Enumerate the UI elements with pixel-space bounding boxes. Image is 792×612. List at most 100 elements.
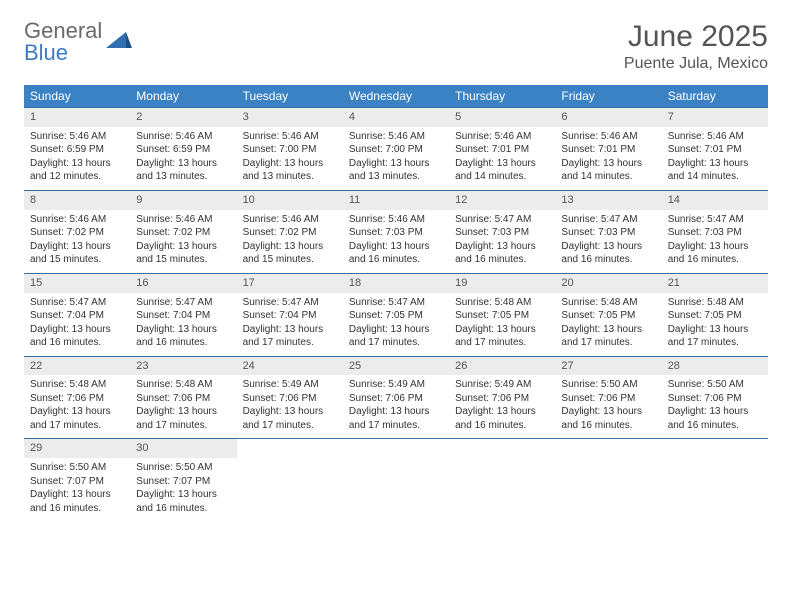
sunrise-line: Sunrise: 5:47 AM (561, 213, 655, 227)
weeks-container: 1Sunrise: 5:46 AMSunset: 6:59 PMDaylight… (24, 107, 768, 521)
day-number: 9 (130, 191, 236, 210)
sunset-line: Sunset: 7:06 PM (349, 392, 443, 406)
title-block: June 2025 Puente Jula, Mexico (624, 20, 768, 73)
sunset-line: Sunset: 7:05 PM (455, 309, 549, 323)
sunrise-line: Sunrise: 5:50 AM (668, 378, 762, 392)
header: General Blue June 2025 Puente Jula, Mexi… (24, 20, 768, 73)
daylight-line: Daylight: 13 hours and 16 minutes. (561, 240, 655, 267)
day-cell: 9Sunrise: 5:46 AMSunset: 7:02 PMDaylight… (130, 191, 236, 273)
day-body: Sunrise: 5:46 AMSunset: 7:00 PMDaylight:… (343, 130, 449, 184)
day-cell: 13 Sunrise: 5:47 AMSunset: 7:03 PMDayligh… (555, 191, 661, 273)
day-body: Sunrise: 5:49 AMSunset: 7:06 PMDaylight:… (237, 378, 343, 432)
sunset-line: Sunset: 7:03 PM (668, 226, 762, 240)
daylight-line: Daylight: 13 hours and 17 minutes. (30, 405, 124, 432)
day-body: Sunrise: 5:48 AMSunset: 7:06 PMDaylight:… (130, 378, 236, 432)
day-number: 17 (237, 274, 343, 293)
sunset-line: Sunset: 7:06 PM (243, 392, 337, 406)
day-body: Sunrise: 5:46 AMSunset: 7:02 PMDaylight:… (24, 213, 130, 267)
day-cell: 3Sunrise: 5:46 AMSunset: 7:00 PMDaylight… (237, 108, 343, 190)
sunrise-line: Sunrise: 5:48 AM (136, 378, 230, 392)
daylight-line: Daylight: 13 hours and 14 minutes. (455, 157, 549, 184)
sunset-line: Sunset: 7:02 PM (136, 226, 230, 240)
day-number: 23 (130, 357, 236, 376)
daylight-line: Daylight: 13 hours and 16 minutes. (668, 240, 762, 267)
sunrise-line: Sunrise: 5:46 AM (136, 130, 230, 144)
sunrise-line: Sunrise: 5:49 AM (455, 378, 549, 392)
day-body: Sunrise: 5:47 AMSunset: 7:03 PMDaylight:… (555, 213, 661, 267)
weekday-header: Tuesday (237, 85, 343, 107)
day-number: 2 (130, 108, 236, 127)
sunset-line: Sunset: 7:04 PM (30, 309, 124, 323)
day-body: Sunrise: 5:47 AMSunset: 7:04 PMDaylight:… (237, 296, 343, 350)
sunset-line: Sunset: 7:01 PM (455, 143, 549, 157)
daylight-line: Daylight: 13 hours and 15 minutes. (30, 240, 124, 267)
sunset-line: Sunset: 7:00 PM (349, 143, 443, 157)
day-body: Sunrise: 5:46 AMSunset: 7:02 PMDaylight:… (237, 213, 343, 267)
sunset-line: Sunset: 7:06 PM (668, 392, 762, 406)
daylight-line: Daylight: 13 hours and 16 minutes. (30, 323, 124, 350)
day-number: 19 (449, 274, 555, 293)
day-number: 14 (662, 191, 768, 210)
day-body: Sunrise: 5:47 AMSunset: 7:03 PMDaylight:… (662, 213, 768, 267)
sunset-line: Sunset: 7:03 PM (349, 226, 443, 240)
day-body: Sunrise: 5:50 AMSunset: 7:07 PMDaylight:… (24, 461, 130, 515)
day-number: 18 (343, 274, 449, 293)
sunrise-line: Sunrise: 5:50 AM (136, 461, 230, 475)
day-number: 21 (662, 274, 768, 293)
day-number: 27 (555, 357, 661, 376)
day-cell: 8Sunrise: 5:46 AMSunset: 7:02 PMDaylight… (24, 191, 130, 273)
sunrise-line: Sunrise: 5:47 AM (243, 296, 337, 310)
daylight-line: Daylight: 13 hours and 17 minutes. (349, 405, 443, 432)
daylight-line: Daylight: 13 hours and 15 minutes. (243, 240, 337, 267)
daylight-line: Daylight: 13 hours and 17 minutes. (349, 323, 443, 350)
day-cell: 2 Sunrise: 5:46 AMSunset: 6:59 PMDaylight… (130, 108, 236, 190)
day-number: 12 (449, 191, 555, 210)
logo-text: General Blue (24, 20, 102, 64)
day-body: Sunrise: 5:46 AMSunset: 7:01 PMDaylight:… (555, 130, 661, 184)
logo-text-blue: Blue (24, 40, 68, 65)
weekday-header: Friday (555, 85, 661, 107)
week-row: 15Sunrise: 5:47 AMSunset: 7:04 PMDayligh… (24, 273, 768, 356)
week-row: 29Sunrise: 5:50 AMSunset: 7:07 PMDayligh… (24, 438, 768, 521)
sunset-line: Sunset: 7:02 PM (243, 226, 337, 240)
day-number: 28 (662, 357, 768, 376)
calendar: SundayMondayTuesdayWednesdayThursdayFrid… (24, 85, 768, 521)
day-cell: 10 Sunrise: 5:46 AMSunset: 7:02 PMDayligh… (237, 191, 343, 273)
sunset-line: Sunset: 7:06 PM (30, 392, 124, 406)
sunset-line: Sunset: 7:03 PM (455, 226, 549, 240)
day-body: Sunrise: 5:48 AMSunset: 7:05 PMDaylight:… (555, 296, 661, 350)
sunrise-line: Sunrise: 5:47 AM (30, 296, 124, 310)
sunrise-line: Sunrise: 5:46 AM (349, 130, 443, 144)
day-number: 10 (237, 191, 343, 210)
day-cell: 20Sunrise: 5:48 AMSunset: 7:05 PMDayligh… (555, 274, 661, 356)
day-cell: 26Sunrise: 5:49 AMSunset: 7:06 PMDayligh… (449, 357, 555, 439)
day-body: Sunrise: 5:47 AMSunset: 7:04 PMDaylight:… (24, 296, 130, 350)
day-body: Sunrise: 5:46 AMSunset: 7:01 PMDaylight:… (449, 130, 555, 184)
day-cell: 15Sunrise: 5:47 AMSunset: 7:04 PMDayligh… (24, 274, 130, 356)
day-cell: 4Sunrise: 5:46 AMSunset: 7:00 PMDaylight… (343, 108, 449, 190)
day-number: 13 (555, 191, 661, 210)
day-cell: 14 Sunrise: 5:47 AMSunset: 7:03 PMDayligh… (662, 191, 768, 273)
sunset-line: Sunset: 7:02 PM (30, 226, 124, 240)
sunrise-line: Sunrise: 5:48 AM (668, 296, 762, 310)
day-cell: 24Sunrise: 5:49 AMSunset: 7:06 PMDayligh… (237, 357, 343, 439)
daylight-line: Daylight: 13 hours and 13 minutes. (136, 157, 230, 184)
day-cell: 6Sunrise: 5:46 AMSunset: 7:01 PMDaylight… (555, 108, 661, 190)
daylight-line: Daylight: 13 hours and 16 minutes. (455, 240, 549, 267)
daylight-line: Daylight: 13 hours and 12 minutes. (30, 157, 124, 184)
weekday-header-row: SundayMondayTuesdayWednesdayThursdayFrid… (24, 85, 768, 107)
sunrise-line: Sunrise: 5:49 AM (349, 378, 443, 392)
sunrise-line: Sunrise: 5:47 AM (136, 296, 230, 310)
day-body: Sunrise: 5:49 AMSunset: 7:06 PMDaylight:… (343, 378, 449, 432)
day-body: Sunrise: 5:47 AMSunset: 7:05 PMDaylight:… (343, 296, 449, 350)
sunset-line: Sunset: 7:07 PM (30, 475, 124, 489)
weekday-header: Saturday (662, 85, 768, 107)
day-body: Sunrise: 5:48 AMSunset: 7:06 PMDaylight:… (24, 378, 130, 432)
day-body: Sunrise: 5:50 AMSunset: 7:07 PMDaylight:… (130, 461, 236, 515)
sunset-line: Sunset: 6:59 PM (136, 143, 230, 157)
day-number: 29 (24, 439, 130, 458)
day-body: Sunrise: 5:47 AMSunset: 7:03 PMDaylight:… (449, 213, 555, 267)
day-cell: 23 Sunrise: 5:48 AMSunset: 7:06 PMDayligh… (130, 357, 236, 439)
day-cell (237, 439, 343, 521)
sunset-line: Sunset: 7:07 PM (136, 475, 230, 489)
